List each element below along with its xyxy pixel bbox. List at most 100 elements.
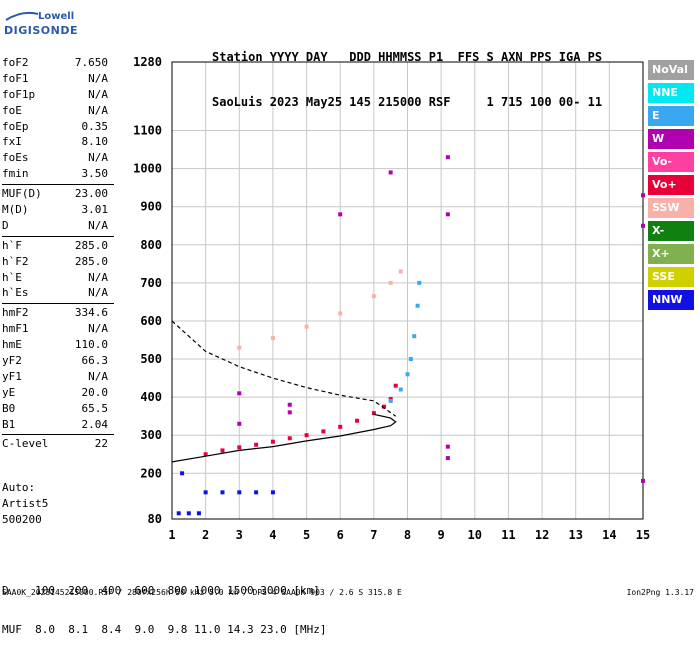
echo-point: [445, 212, 450, 217]
y-tick-label: 500: [140, 352, 162, 366]
param-name: fxI: [2, 135, 22, 149]
legend-item-nne: NNE: [648, 83, 694, 103]
param-row: M(D) 3.01: [2, 203, 114, 219]
param-row: B1 2.04: [2, 418, 114, 434]
x-tick-label: 2: [202, 528, 209, 542]
echo-point: [412, 334, 417, 339]
echo-point: [388, 170, 393, 175]
param-row: hmF2 334.6: [2, 306, 114, 322]
echo-point: [398, 387, 403, 392]
param-value: 20.0: [81, 385, 109, 399]
param-value: 334.6: [74, 306, 108, 320]
echo-point: [270, 490, 275, 495]
echo-point: [371, 294, 376, 299]
legend-item-sse: SSE: [648, 267, 694, 287]
param-row: yF2 66.3: [2, 354, 114, 370]
echo-point: [220, 490, 225, 495]
y-tick-label: 600: [140, 314, 162, 328]
echo-point: [237, 445, 242, 450]
echo-point: [398, 269, 403, 274]
param-name: D: [2, 218, 9, 232]
echo-point: [287, 410, 292, 415]
legend-item-e: E: [648, 106, 694, 126]
lowell-logo: Lowell DIGISONDE: [2, 8, 82, 42]
x-tick-label: 15: [636, 528, 650, 542]
echo-point: [203, 490, 208, 495]
param-row: h`E N/A: [2, 271, 114, 287]
param-name: B1: [2, 417, 16, 431]
param-row: foEp 0.35: [2, 120, 114, 136]
echo-point: [415, 303, 420, 308]
y-tick-label: 400: [140, 390, 162, 404]
echo-point: [220, 448, 225, 453]
param-row: hmF1 N/A: [2, 322, 114, 338]
y-tick-label: 80: [148, 512, 162, 526]
x-tick-label: 10: [468, 528, 482, 542]
y-tick-label: 1280: [133, 55, 162, 69]
auto-label: Auto:: [2, 481, 36, 494]
param-name: M(D): [2, 203, 29, 217]
echo-point: [203, 452, 208, 457]
echo-point: [371, 411, 376, 416]
param-name: C-level: [2, 437, 49, 451]
echo-point: [338, 424, 343, 429]
echo-point: [445, 444, 450, 449]
param-row: yE 20.0: [2, 386, 114, 402]
logo-line2: DIGISONDE: [4, 24, 78, 37]
x-tick-label: 6: [337, 528, 344, 542]
param-value: 3.01: [81, 203, 109, 217]
echo-point: [445, 456, 450, 461]
logo-swoosh-icon: [5, 11, 39, 21]
param-name: foF2: [2, 56, 29, 69]
param-name: foE: [2, 103, 22, 117]
param-name: yF2: [2, 354, 22, 368]
echo-point: [388, 398, 393, 403]
echo-point: [388, 280, 393, 285]
x-tick-label: 1: [168, 528, 175, 542]
x-tick-label: 9: [438, 528, 445, 542]
param-value: 22: [94, 437, 108, 451]
param-name: yE: [2, 385, 16, 399]
param-value: 285.0: [74, 254, 108, 268]
legend-item-ssw: SSW: [648, 198, 694, 218]
x-tick-label: 5: [303, 528, 310, 542]
param-name: hmF1: [2, 322, 29, 336]
param-row: h`F 285.0: [2, 239, 114, 255]
file-info-footer: SAA0K_2023145215000.RSF / 280fx256h 50 k…: [2, 588, 402, 597]
param-name: B0: [2, 401, 16, 415]
param-value: 3.50: [81, 167, 109, 181]
profile-curve: [171, 413, 397, 463]
param-row: fmin 3.50: [2, 167, 114, 183]
echo-point: [237, 391, 242, 396]
param-separator: [2, 434, 114, 436]
echo-point: [417, 280, 422, 285]
y-tick-label: 1000: [133, 162, 162, 176]
param-value: 8.10: [81, 135, 109, 149]
param-row: foEs N/A: [2, 151, 114, 167]
distance-muf-table: D 100 200 400 600 800 1000 1500 3000 [km…: [2, 558, 327, 649]
param-value: N/A: [88, 151, 108, 165]
plot-frame: [171, 61, 644, 520]
ionogram-chart: 1 2 3 4 5 6 7 8 9 10 11 12 13 14 158020030040050060070…: [133, 55, 650, 542]
param-row: D N/A: [2, 219, 114, 235]
y-tick-label: 700: [140, 276, 162, 290]
param-value: N/A: [88, 71, 108, 85]
param-name: yF1: [2, 369, 22, 383]
param-value: N/A: [88, 286, 108, 300]
polarization-legend: NoVal NNE E W Vo- Vo+ SSW X- X+ SSE NNW: [648, 60, 694, 313]
param-row: hmE 110.0: [2, 338, 114, 354]
legend-item-noval: NoVal: [648, 60, 694, 80]
auto-program: Artist5: [2, 497, 49, 510]
software-version: Ion2Png 1.3.17: [626, 588, 694, 597]
x-tick-label: 8: [404, 528, 411, 542]
echo-point: [270, 439, 275, 444]
echo-point: [321, 429, 326, 434]
echo-point: [445, 155, 450, 160]
x-tick-label: 7: [370, 528, 377, 542]
param-name: hmF2: [2, 306, 29, 320]
x-tick-label: 11: [501, 528, 515, 542]
legend-item-x: X-: [648, 221, 694, 241]
param-row: foF2 7.650: [2, 56, 114, 72]
legend-item-nnw: NNW: [648, 290, 694, 310]
param-value: 23.00: [74, 187, 108, 201]
